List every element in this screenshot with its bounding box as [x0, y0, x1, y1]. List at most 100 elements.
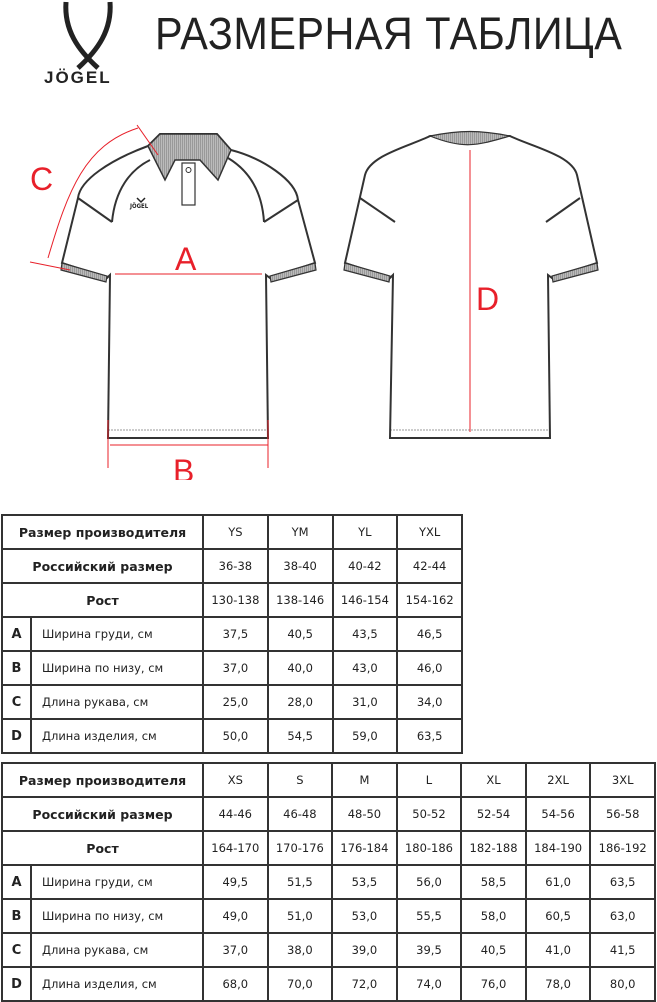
measure-label: Длина рукава, см — [30, 932, 204, 968]
measure-letter: C — [1, 932, 32, 968]
brand-logo-text: JÖGEL — [44, 68, 112, 87]
measure-value: 39,5 — [395, 932, 463, 968]
measure-letter: D — [1, 718, 32, 754]
measure-value: 43,5 — [331, 616, 399, 652]
height-cell: 184-190 — [524, 830, 592, 866]
height-row: Рост 130-138 138-146 146-154 154-162 — [1, 582, 463, 618]
measure-value: 38,0 — [266, 932, 334, 968]
measure-value: 59,0 — [331, 718, 399, 754]
ru-size-cell: 38-40 — [266, 548, 334, 584]
measure-label: Длина изделия, см — [30, 718, 204, 754]
measure-value: 53,0 — [331, 898, 398, 934]
measure-value: 63,5 — [396, 718, 463, 754]
measure-label: Длина рукава, см — [30, 684, 204, 720]
measure-row: A Ширина груди, см 37,5 40,5 43,5 46,5 — [1, 616, 463, 652]
measure-value: 43,0 — [331, 650, 399, 686]
measure-value: 78,0 — [524, 966, 592, 1002]
height-cell: 164-170 — [202, 830, 269, 866]
measure-value: 51,0 — [266, 898, 334, 934]
measure-letter: A — [1, 864, 32, 900]
ru-size-cell: 44-46 — [202, 796, 269, 832]
measure-value: 51,5 — [266, 864, 334, 900]
shirt-diagram: JÖGEL A B C D — [29, 124, 599, 480]
ru-size-row: Российский размер 36-38 38-40 40-42 42-44 — [1, 548, 463, 584]
measure-value: 41,5 — [589, 932, 656, 968]
height-label: Рост — [1, 830, 204, 866]
label-a: A — [175, 241, 197, 277]
measure-label: Ширина груди, см — [30, 616, 204, 652]
measure-value: 76,0 — [460, 966, 527, 1002]
measure-row: B Ширина по низу, см 37,0 40,0 43,0 46,0 — [1, 650, 463, 686]
measure-value: 40,0 — [266, 650, 334, 686]
measure-row: C Длина рукава, см 37,0 38,0 39,0 39,5 40,5 41,… — [1, 932, 656, 968]
table-header-row: Размер производителя XS S M L XL 2XL 3XL — [1, 762, 656, 798]
height-cell: 130-138 — [202, 582, 269, 618]
size-table-adult: Размер производителя XS S M L XL 2XL 3XL Российс… — [1, 762, 656, 1002]
measure-value: 72,0 — [331, 966, 398, 1002]
measure-value: 54,5 — [266, 718, 334, 754]
measure-letter: B — [1, 898, 32, 934]
measure-value: 49,5 — [202, 864, 269, 900]
measure-value: 58,5 — [460, 864, 527, 900]
measure-row: D Длина изделия, см 50,0 54,5 59,0 63,5 — [1, 718, 463, 754]
size-header: XS — [202, 762, 269, 798]
measure-value: 49,0 — [202, 898, 269, 934]
measure-row: D Длина изделия, см 68,0 70,0 72,0 74,0 76,0 78… — [1, 966, 656, 1002]
measure-letter: A — [1, 616, 32, 652]
measure-value: 46,5 — [396, 616, 463, 652]
ru-size-cell: 56-58 — [589, 796, 656, 832]
measure-value: 28,0 — [266, 684, 334, 720]
height-label: Рост — [1, 582, 204, 618]
size-header: YS — [202, 514, 269, 550]
size-header: L — [395, 762, 463, 798]
page-title: РАЗМЕРНАЯ ТАБЛИЦА — [155, 8, 623, 59]
height-cell: 182-188 — [460, 830, 527, 866]
ru-size-cell: 52-54 — [460, 796, 527, 832]
header-label: Размер производителя — [1, 762, 204, 798]
ru-size-cell: 40-42 — [331, 548, 399, 584]
height-cell: 176-184 — [331, 830, 398, 866]
measure-letter: C — [1, 684, 32, 720]
measure-value: 74,0 — [395, 966, 463, 1002]
ru-size-cell: 48-50 — [331, 796, 398, 832]
measure-value: 37,5 — [202, 616, 269, 652]
label-d: D — [476, 281, 499, 317]
measure-value: 40,5 — [266, 616, 334, 652]
back-shirt — [343, 130, 599, 439]
height-cell: 186-192 — [589, 830, 656, 866]
measure-row: A Ширина груди, см 49,5 51,5 53,5 56,0 58,5 61,… — [1, 864, 656, 900]
ru-size-cell: 36-38 — [202, 548, 269, 584]
ru-size-cell: 50-52 — [395, 796, 463, 832]
size-header: 2XL — [524, 762, 592, 798]
measure-row: C Длина рукава, см 25,0 28,0 31,0 34,0 — [1, 684, 463, 720]
front-shirt — [60, 133, 317, 439]
measure-value: 46,0 — [396, 650, 463, 686]
size-header: YL — [331, 514, 399, 550]
measure-value: 63,5 — [589, 864, 656, 900]
measure-label: Ширина по низу, см — [30, 898, 204, 934]
size-header: S — [266, 762, 334, 798]
ru-size-cell: 54-56 — [524, 796, 592, 832]
measure-row: B Ширина по низу, см 49,0 51,0 53,0 55,5 58,0 6… — [1, 898, 656, 934]
height-cell: 154-162 — [396, 582, 463, 618]
height-cell: 180-186 — [395, 830, 463, 866]
measure-value: 68,0 — [202, 966, 269, 1002]
measure-value: 40,5 — [460, 932, 527, 968]
measure-value: 61,0 — [524, 864, 592, 900]
ru-size-cell: 46-48 — [266, 796, 334, 832]
size-header: YXL — [396, 514, 463, 550]
size-header: YM — [266, 514, 334, 550]
label-b: B — [173, 453, 194, 480]
ru-size-label: Российский размер — [1, 796, 204, 832]
measure-value: 41,0 — [524, 932, 592, 968]
measure-value: 34,0 — [396, 684, 463, 720]
size-header: M — [331, 762, 398, 798]
measure-value: 53,5 — [331, 864, 398, 900]
measure-value: 70,0 — [266, 966, 334, 1002]
measure-label: Ширина груди, см — [30, 864, 204, 900]
measure-value: 39,0 — [331, 932, 398, 968]
measure-value: 56,0 — [395, 864, 463, 900]
chest-logo: JÖGEL — [129, 203, 149, 210]
measure-value: 63,0 — [589, 898, 656, 934]
ru-size-row: Российский размер 44-46 46-48 48-50 50-52 52-… — [1, 796, 656, 832]
